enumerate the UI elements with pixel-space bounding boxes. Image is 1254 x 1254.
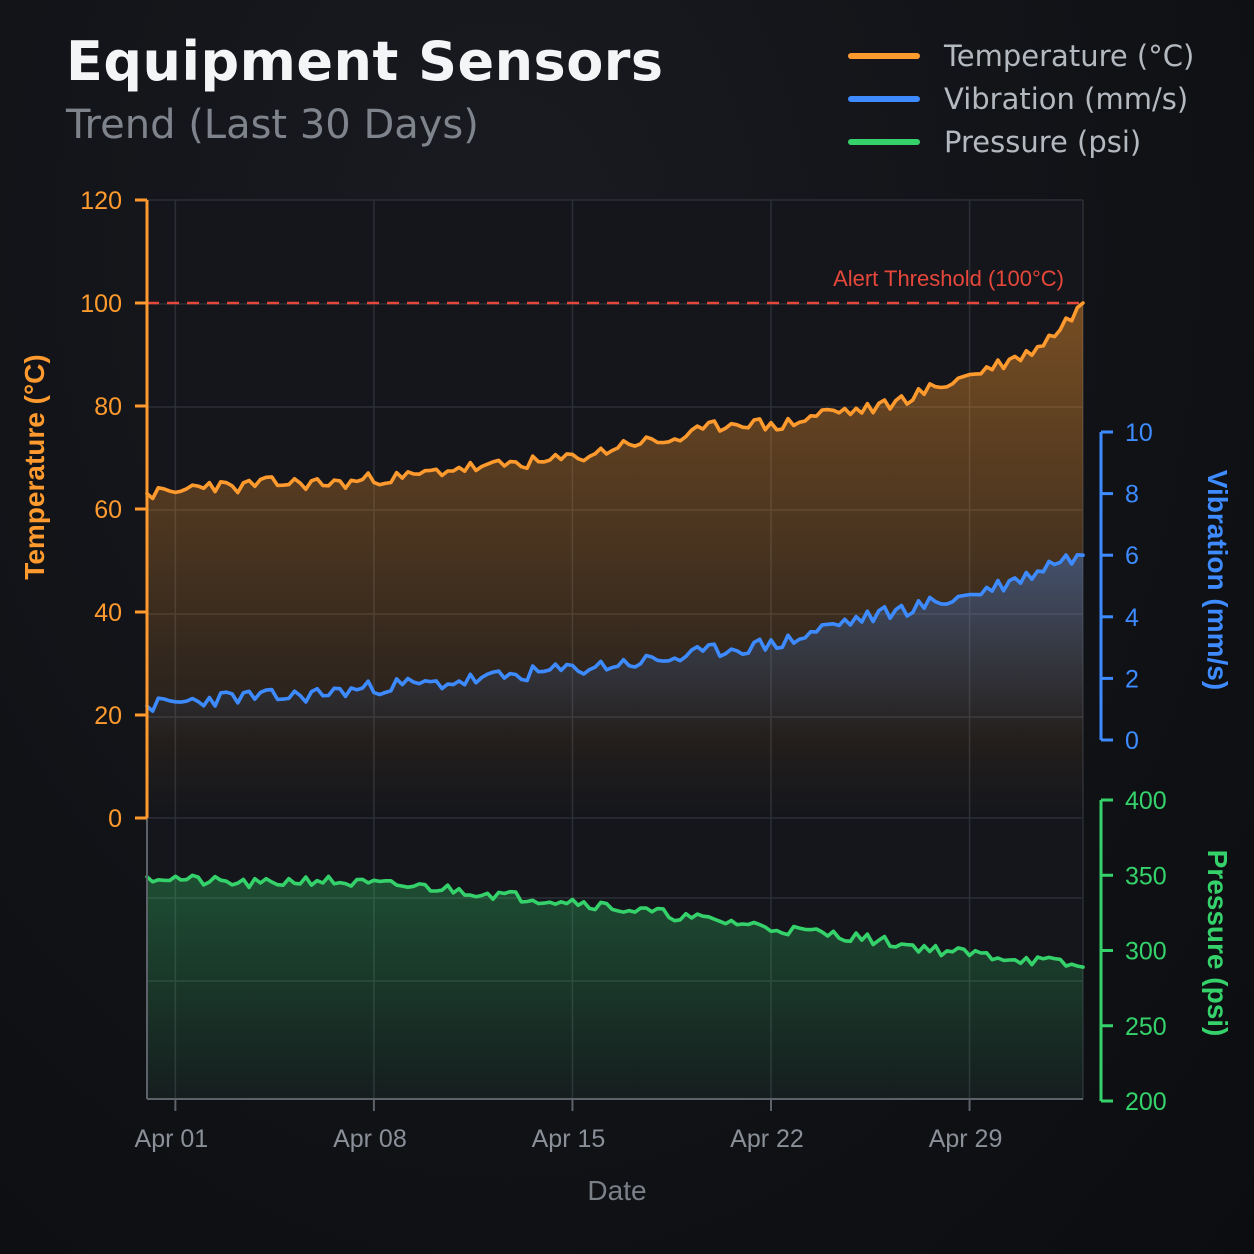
legend-swatch-pressure bbox=[848, 138, 920, 145]
area-vibration bbox=[147, 554, 1083, 740]
vibration-tick-label: 10 bbox=[1125, 419, 1153, 447]
x-tick-label: Apr 29 bbox=[929, 1125, 1003, 1153]
x-tick-label: Apr 15 bbox=[532, 1125, 606, 1153]
legend-label-pressure: Pressure (psi) bbox=[944, 124, 1142, 159]
legend-item-vibration: Vibration (mm/s) bbox=[848, 77, 1194, 120]
x-tick-label: Apr 01 bbox=[135, 1125, 209, 1153]
temperature-axis-title: Temperature (°C) bbox=[19, 354, 50, 579]
chart-legend: Temperature (°C) Vibration (mm/s) Pressu… bbox=[848, 34, 1194, 163]
series-line-vibration bbox=[145, 553, 1085, 713]
x-axis-title: Date bbox=[587, 1175, 646, 1206]
temperature-tick-label: 100 bbox=[80, 290, 122, 318]
pressure-axis-title: Pressure (psi) bbox=[1202, 850, 1233, 1037]
temperature-tick-label: 0 bbox=[108, 805, 122, 833]
temperature-tick-label: 20 bbox=[94, 702, 122, 730]
pressure-tick-label: 350 bbox=[1125, 862, 1167, 890]
temperature-tick-label: 80 bbox=[94, 393, 122, 421]
pressure-tick-label: 300 bbox=[1125, 938, 1167, 966]
series-line-pressure bbox=[145, 873, 1085, 969]
area-pressure bbox=[147, 875, 1083, 1099]
threshold-label: Alert Threshold (100°C) bbox=[833, 266, 1064, 291]
legend-swatch-temperature bbox=[848, 52, 920, 59]
vibration-tick-label: 4 bbox=[1125, 604, 1139, 632]
legend-swatch-vibration bbox=[848, 95, 920, 102]
vibration-tick-label: 8 bbox=[1125, 481, 1139, 509]
vibration-axis-title: Vibration (mm/s) bbox=[1202, 470, 1233, 690]
temperature-tick-label: 40 bbox=[94, 599, 122, 627]
pressure-tick-label: 400 bbox=[1125, 787, 1167, 815]
vibration-tick-label: 0 bbox=[1125, 727, 1139, 755]
pressure-tick-label: 250 bbox=[1125, 1013, 1167, 1041]
legend-item-pressure: Pressure (psi) bbox=[848, 120, 1194, 163]
legend-item-temperature: Temperature (°C) bbox=[848, 34, 1194, 77]
vibration-tick-label: 6 bbox=[1125, 542, 1139, 570]
vibration-tick-label: 2 bbox=[1125, 665, 1139, 693]
x-tick-label: Apr 08 bbox=[333, 1125, 407, 1153]
series-line-temperature bbox=[145, 301, 1085, 501]
legend-label-vibration: Vibration (mm/s) bbox=[944, 81, 1189, 116]
chart-subtitle: Trend (Last 30 Days) bbox=[66, 102, 479, 148]
pressure-tick-label: 200 bbox=[1125, 1088, 1167, 1116]
x-tick-label: Apr 22 bbox=[730, 1125, 804, 1153]
temperature-tick-label: 60 bbox=[94, 496, 122, 524]
legend-label-temperature: Temperature (°C) bbox=[944, 38, 1195, 73]
chart-title: Equipment Sensors bbox=[66, 30, 664, 93]
temperature-tick-label: 120 bbox=[80, 187, 122, 215]
